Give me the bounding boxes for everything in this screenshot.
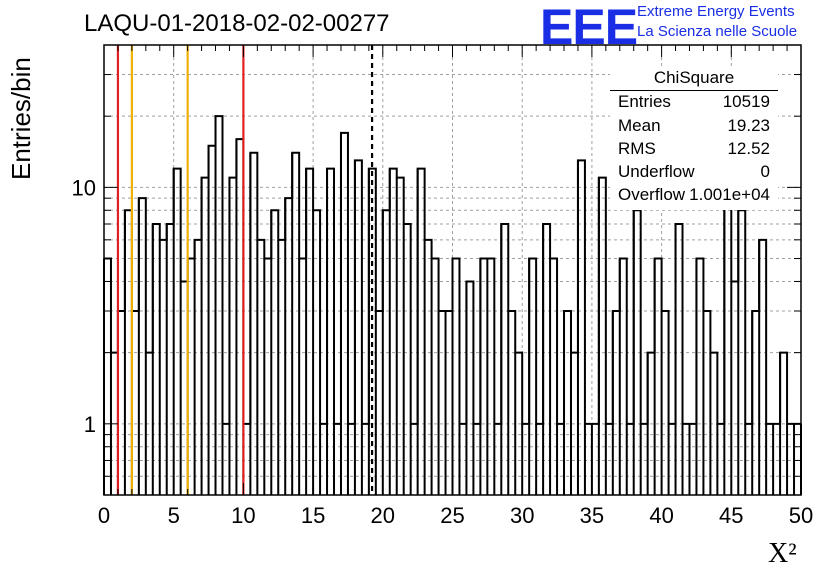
stats-divider xyxy=(610,90,778,91)
stats-key: Underflow xyxy=(618,162,695,181)
stats-key: Overflow xyxy=(618,185,686,204)
stats-key: Entries xyxy=(618,92,671,111)
x-tick-label: 20 xyxy=(371,503,395,528)
x-tick-label: 15 xyxy=(301,503,325,528)
x-tick-label: 0 xyxy=(98,503,110,528)
logo-mark: EEE xyxy=(540,0,638,55)
x-tick-label: 35 xyxy=(580,503,604,528)
stats-key: Mean xyxy=(618,116,661,135)
stats-box: ChiSquare Entries 10519 Mean 19.23 RMS 1… xyxy=(610,68,778,210)
x-axis-label: X² xyxy=(768,538,797,569)
stats-value: 19.23 xyxy=(727,116,770,135)
stats-value: 10519 xyxy=(722,92,770,111)
x-tick-label: 30 xyxy=(510,503,534,528)
stats-key: RMS xyxy=(618,139,656,158)
logo-line-1: Extreme Energy Events xyxy=(637,3,795,20)
stats-row: RMS 12.52 xyxy=(618,139,770,162)
stats-value: 12.52 xyxy=(727,139,770,158)
chart-title: LAQU-01-2018-02-02-00277 xyxy=(84,10,390,37)
stats-row: Underflow 0 xyxy=(618,162,770,185)
eee-logo: EEE Extreme Energy Events La Scienza nel… xyxy=(540,0,836,55)
stats-value: 1.001e+04 xyxy=(689,185,770,204)
stats-row: Entries 10519 xyxy=(618,92,770,115)
x-tick-label: 5 xyxy=(168,503,180,528)
y-axis-label: Entries/bin xyxy=(6,57,36,180)
stats-row: Mean 19.23 xyxy=(618,116,770,139)
stats-row: Overflow 1.001e+04 xyxy=(618,185,770,208)
y-tick-label: 1 xyxy=(84,412,96,437)
y-tick-label: 10 xyxy=(72,175,96,200)
x-tick-label: 40 xyxy=(649,503,673,528)
stats-value: 0 xyxy=(760,162,770,181)
logo-line-2: La Scienza nelle Scuole xyxy=(637,23,798,40)
x-tick-label: 50 xyxy=(789,503,813,528)
x-tick-label: 25 xyxy=(440,503,464,528)
x-tick-label: 45 xyxy=(719,503,743,528)
x-tick-label: 10 xyxy=(231,503,255,528)
stats-title: ChiSquare xyxy=(653,68,735,87)
